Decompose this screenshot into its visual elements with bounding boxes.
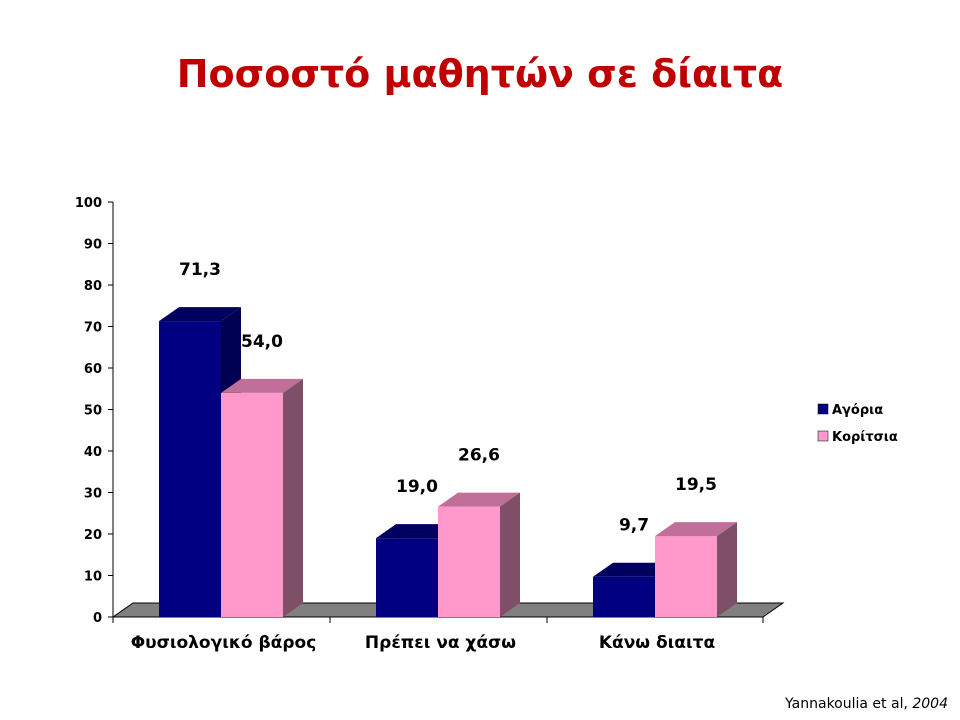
legend-swatch: [817, 430, 829, 442]
x-tick-label: Πρέπει να χάσω: [365, 633, 516, 653]
y-tick-label: 30: [84, 487, 102, 502]
bar-side: [717, 522, 737, 617]
data-label: 26,6: [458, 446, 500, 466]
x-tick-label: Φυσιολογικό βάρος: [131, 633, 317, 653]
bar-top: [221, 378, 303, 393]
x-tick-label: Κάνω διαιτα: [599, 633, 715, 653]
y-tick-label: 40: [84, 445, 102, 460]
y-tick-label: 90: [84, 238, 102, 253]
bar: [655, 522, 737, 617]
y-tick-label: 0: [93, 611, 102, 626]
y-tick-label: 50: [84, 404, 102, 419]
y-tick-label: 10: [84, 570, 102, 585]
bar: [438, 492, 520, 617]
y-tick-label: 20: [84, 528, 102, 543]
data-label: 19,0: [396, 477, 438, 497]
bar-side: [500, 492, 520, 617]
bar-top: [159, 307, 241, 322]
bar-front: [221, 392, 283, 617]
data-label: 71,3: [179, 260, 221, 280]
bar-front: [655, 536, 717, 617]
citation: Yannakoulia et al, 2004: [785, 696, 948, 712]
legend-label: Αγόρια: [832, 403, 883, 418]
bar-side: [283, 378, 303, 617]
data-label: 19,5: [675, 475, 717, 495]
bar-top: [593, 562, 675, 577]
citation-year: 2004: [912, 696, 948, 712]
y-tick-label: 70: [84, 321, 102, 336]
y-tick-label: 80: [84, 279, 102, 294]
citation-authors: Yannakoulia et al,: [785, 696, 908, 712]
bar: [221, 378, 303, 617]
legend-label: Κορίτσια: [832, 430, 898, 445]
bar-front: [159, 321, 221, 617]
bar-front: [376, 538, 438, 617]
y-tick-label: 100: [75, 196, 102, 211]
bar-top: [438, 492, 520, 507]
data-label: 9,7: [619, 516, 649, 536]
legend-swatch: [817, 403, 829, 415]
y-tick-label: 60: [84, 362, 102, 377]
data-label: 54,0: [241, 332, 283, 352]
page-title: Ποσοστό μαθητών σε δίαιτα: [176, 52, 784, 96]
bar-top: [376, 524, 458, 539]
bar-front: [438, 506, 500, 617]
bar-top: [655, 522, 737, 537]
bar-front: [593, 576, 655, 617]
